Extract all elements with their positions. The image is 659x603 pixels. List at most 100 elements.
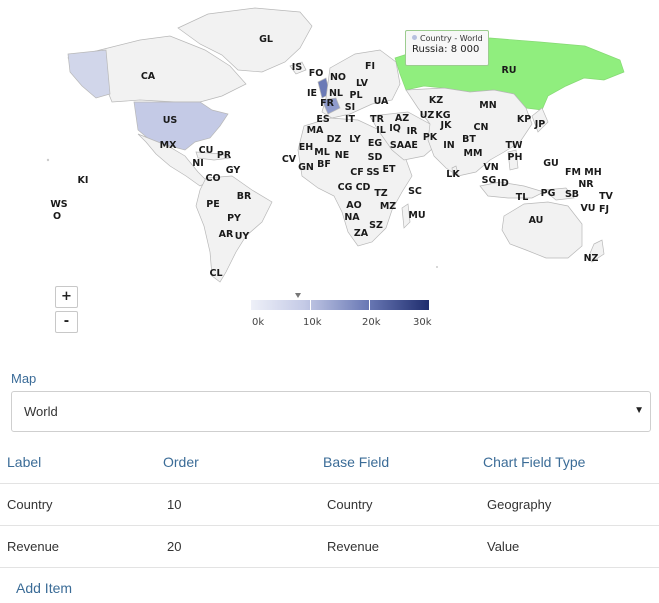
- country-label-nz: NZ: [584, 253, 599, 264]
- country-label-au: AU: [529, 215, 544, 226]
- country-label-ru: RU: [501, 65, 516, 76]
- cell-chart-field-type: Value: [487, 539, 520, 554]
- country-label-sc: SC: [408, 186, 422, 197]
- country-label-tz: TZ: [374, 188, 387, 199]
- country-label-kp: KP: [517, 114, 531, 125]
- country-label-mx: MX: [160, 140, 177, 151]
- country-label-vu: VU: [580, 203, 595, 214]
- country-label-fj: FJ: [599, 204, 609, 215]
- country-label-fi: FI: [365, 61, 375, 72]
- country-label-ir: IR: [407, 126, 419, 137]
- country-label-uz: UZ: [420, 110, 435, 121]
- table-divider: [0, 483, 659, 484]
- country-label-no: NO: [330, 72, 346, 83]
- country-label-ws: WS: [50, 199, 67, 210]
- map-region-madagascar[interactable]: [401, 203, 411, 229]
- zoom-in-button[interactable]: +: [55, 286, 78, 308]
- legend-gradient: [251, 300, 429, 310]
- world-map[interactable]: GL FI CA IS FO NO LV IE NL PL RU FR SI UA KZ MN US ES IT TR…: [0, 0, 659, 345]
- country-label-sd: SD: [368, 152, 383, 163]
- country-label-in: IN: [443, 140, 455, 151]
- country-label-cl: CL: [209, 268, 222, 279]
- map-region-middle-east[interactable]: [369, 111, 441, 161]
- map-region-europe[interactable]: [321, 49, 401, 119]
- country-label-sz: SZ: [369, 220, 383, 231]
- map-canvas[interactable]: GL FI CA IS FO NO LV IE NL PL RU FR SI UA KZ MN US ES IT TR…: [0, 0, 659, 345]
- column-header-base-field: Base Field: [323, 454, 390, 470]
- cell-base-field: Country: [327, 497, 373, 512]
- country-label-it: IT: [345, 114, 356, 125]
- country-label-gl: GL: [259, 34, 273, 45]
- country-label-et: ET: [383, 164, 396, 175]
- map-region-asia[interactable]: [405, 87, 533, 177]
- map-region-central-america[interactable]: [137, 133, 209, 187]
- legend-tick: 30k: [413, 317, 432, 328]
- country-label-na: NA: [344, 212, 360, 223]
- map-region-japan[interactable]: [531, 107, 549, 133]
- country-label-eh: EH: [299, 142, 313, 153]
- country-label-jp: JP: [534, 119, 546, 130]
- country-label-eg: EG: [368, 138, 382, 149]
- country-label-ne: NE: [335, 150, 349, 161]
- country-label-lk: LK: [446, 169, 460, 180]
- country-label-py: PY: [227, 213, 241, 224]
- country-label-si: SI: [345, 102, 355, 113]
- map-region-greenland[interactable]: [177, 7, 313, 73]
- legend-tick: 0k: [252, 317, 265, 328]
- map-region-nz[interactable]: [587, 239, 605, 263]
- country-label-ph: PH: [508, 152, 523, 163]
- country-label-id: ID: [497, 178, 509, 189]
- map-select-value: World: [24, 404, 58, 419]
- country-label-kg: KG: [435, 110, 450, 121]
- country-label-mm: MM: [464, 148, 483, 159]
- map-region-australia[interactable]: [501, 201, 583, 259]
- map-region-png[interactable]: [543, 187, 575, 201]
- column-header-order: Order: [163, 454, 199, 470]
- country-label-es: ES: [316, 114, 329, 125]
- map-region-indonesia[interactable]: [479, 181, 545, 199]
- legend-pointer-icon: [295, 293, 301, 298]
- country-label-ml: ML: [314, 147, 330, 158]
- country-label-ma: MA: [307, 125, 324, 136]
- zoom-out-button[interactable]: -: [55, 311, 78, 333]
- country-label-lv: LV: [356, 78, 369, 89]
- tooltip-series: Country - World: [420, 34, 483, 43]
- country-label-vn: VN: [483, 162, 498, 173]
- cell-order: 20: [167, 539, 182, 554]
- legend-tick: 20k: [362, 317, 381, 328]
- map-region-philippines[interactable]: [507, 149, 519, 171]
- cell-label: Revenue: [7, 539, 60, 554]
- map-region-srilanka[interactable]: [451, 165, 459, 177]
- country-label-pk: PK: [423, 132, 438, 143]
- column-header-label: Label: [7, 454, 42, 470]
- country-label-nl: NL: [329, 88, 343, 99]
- country-label-cn: CN: [474, 122, 489, 133]
- add-item-link[interactable]: Add Item: [16, 580, 73, 596]
- country-label-cu: CU: [199, 145, 214, 156]
- country-label-il: IL: [376, 125, 386, 136]
- country-label-pe: PE: [206, 199, 219, 210]
- map-select[interactable]: World ▼: [11, 391, 651, 432]
- map-region-france[interactable]: [321, 97, 341, 115]
- country-label-fr: FR: [320, 98, 334, 109]
- map-tooltip: Country - World Russia: 8 000: [405, 30, 489, 66]
- country-label-co: CO: [205, 173, 220, 184]
- country-label-kz: KZ: [429, 95, 443, 106]
- cell-base-field: Revenue: [327, 539, 380, 554]
- map-region-iceland[interactable]: [289, 61, 307, 75]
- column-header-chart-field-type: Chart Field Type: [483, 454, 586, 470]
- map-region-alaska[interactable]: [67, 49, 111, 99]
- country-label-tl: TL: [516, 192, 529, 203]
- country-label-jk: JK: [440, 120, 453, 131]
- country-label-o: O: [53, 211, 61, 222]
- color-legend: 0k 10k 20k 30k: [251, 293, 432, 333]
- country-label-ss: SS: [366, 167, 379, 178]
- map-region-south-america[interactable]: [195, 175, 273, 283]
- map-region-caribbean[interactable]: [195, 151, 232, 161]
- country-label-tv: TV: [599, 191, 613, 202]
- country-label-sg: SG: [482, 175, 497, 186]
- country-label-ao: AO: [346, 200, 361, 211]
- country-label-cg: CG: [338, 182, 353, 193]
- country-label-ie: IE: [307, 88, 317, 99]
- country-label-dz: DZ: [327, 134, 342, 145]
